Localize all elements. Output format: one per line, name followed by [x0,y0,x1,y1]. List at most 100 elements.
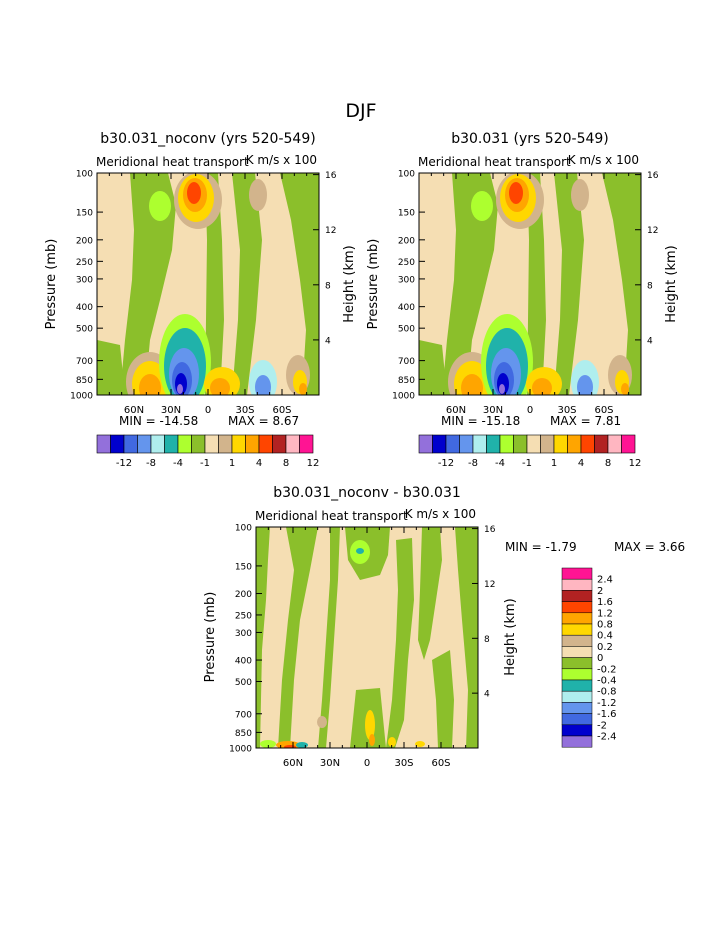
colorbar-swatch [418,434,433,454]
colorbar-label: -1 [522,458,532,469]
colorbar-label: -0.2 [597,664,617,675]
max-label: MAX = 8.67 [228,414,299,428]
colorbar-label: 0.4 [597,631,613,642]
colorbar-swatch [561,590,593,602]
y-tick-label: 700 [235,710,252,720]
panel-title: b30.031 (yrs 520-549) [451,131,609,147]
y2-axis-label: Height (km) [664,245,679,322]
panel-difference: b30.031_noconv - b30.031 Meridional heat… [203,485,685,769]
colorbar-swatch [231,434,246,454]
x-tick-label: 30N [483,405,503,416]
colorbar-swatch [459,434,474,454]
colorbar-label: 2 [597,586,603,597]
x-tick-label: 30S [394,758,413,769]
colorbar-swatch [607,434,622,454]
colorbar-swatch [561,735,593,748]
colorbar-swatch [499,434,514,454]
colorbar-swatch [540,434,555,454]
y-tick-label: 200 [398,236,415,246]
y-tick-label: 500 [398,325,415,335]
colorbar-swatch [553,434,568,454]
x-tick-label: 60S [272,405,291,416]
y-tick-label: 100 [235,524,252,534]
y-tick-label: 500 [235,678,252,688]
max-label: MAX = 7.81 [550,414,621,428]
x-tick-label: 30N [320,758,340,769]
colorbar-swatch [472,434,487,454]
colorbar-swatch [561,646,593,658]
colorbar-label: 8 [283,458,289,469]
panel-title: b30.031_noconv - b30.031 [273,485,461,501]
y-axis-label: Pressure (mb) [203,592,218,683]
y2-tick-label: 8 [325,281,331,291]
colorbar-swatch [96,434,111,454]
y2-tick-label: 12 [647,226,658,236]
panel-subtitle-left: Meridional heat transport [96,155,249,169]
x-tick-label: 0 [364,758,370,769]
colorbar-label: 12 [629,458,642,469]
colorbar-swatch [218,434,233,454]
y-tick-label: 300 [235,629,252,639]
colorbar-swatch [123,434,138,454]
colorbar-swatch [526,434,541,454]
x-tick-label: 60S [594,405,613,416]
min-label: MIN = -15.18 [441,414,520,428]
x-tick-label: 30S [557,405,576,416]
colorbar-swatch [561,702,593,714]
colorbar-label: 8 [605,458,611,469]
colorbar-swatch [561,724,593,737]
colorbar-swatch [561,578,593,591]
colorbar-label: 1.6 [597,597,613,608]
y-tick-label: 400 [235,657,252,667]
colorbar-label: 0 [597,653,603,664]
colorbar-swatch [486,434,501,454]
y-tick-label: 850 [398,376,415,386]
colorbar-label: 0.2 [597,642,613,653]
colorbar-swatch [561,567,593,580]
panel-control: b30.031 (yrs 520-549) Meridional heat tr… [366,131,679,469]
page-title: DJF [345,100,376,122]
colorbar-label: -1.6 [597,709,617,720]
colorbar-label: 4 [256,458,262,469]
colorbar-swatch [299,434,314,454]
y2-axis-label: Height (km) [503,598,518,675]
y-tick-label: 100 [398,170,415,180]
x-tick-label: 60N [283,758,303,769]
y2-tick-label: 12 [325,226,336,236]
y-axis-label: Pressure (mb) [366,239,381,330]
x-tick-label: 60S [431,758,450,769]
y-tick-label: 400 [76,303,93,313]
y-tick-label: 100 [76,170,93,180]
colorbar-swatch [110,434,125,454]
colorbar-label: -8 [468,458,478,469]
colorbar-label: 0.8 [597,620,613,631]
colorbar-swatch [580,434,595,454]
colorbar-label: 2.4 [597,575,613,586]
colorbar-swatch [150,434,165,454]
colorbar-label: -1.2 [597,698,617,709]
y-axis-label: Pressure (mb) [44,239,59,330]
y2-tick-label: 8 [647,281,653,291]
colorbar-swatch [285,434,300,454]
colorbar-swatch [191,434,206,454]
colorbar-label: -1 [200,458,210,469]
panel-title: b30.031_noconv (yrs 520-549) [100,131,315,147]
y-tick-label: 200 [235,590,252,600]
colorbar-label: 4 [578,458,584,469]
colorbar-label: -12 [116,458,132,469]
y-tick-label: 500 [76,325,93,335]
colorbar-label: -8 [146,458,156,469]
y-tick-label: 150 [235,562,252,572]
y-tick-label: 1000 [229,745,252,755]
y2-tick-label: 16 [325,171,337,181]
x-tick-label: 0 [527,405,533,416]
panel-subtitle-left: Meridional heat transport [418,155,571,169]
y-tick-label: 700 [398,357,415,367]
y2-tick-label: 4 [647,336,653,346]
colorbar-swatch [561,668,593,681]
y-tick-label: 1000 [70,392,93,402]
y2-tick-label: 16 [647,171,659,181]
x-tick-label: 60N [446,405,466,416]
colorbar-swatch [445,434,460,454]
contour-field [97,173,319,395]
